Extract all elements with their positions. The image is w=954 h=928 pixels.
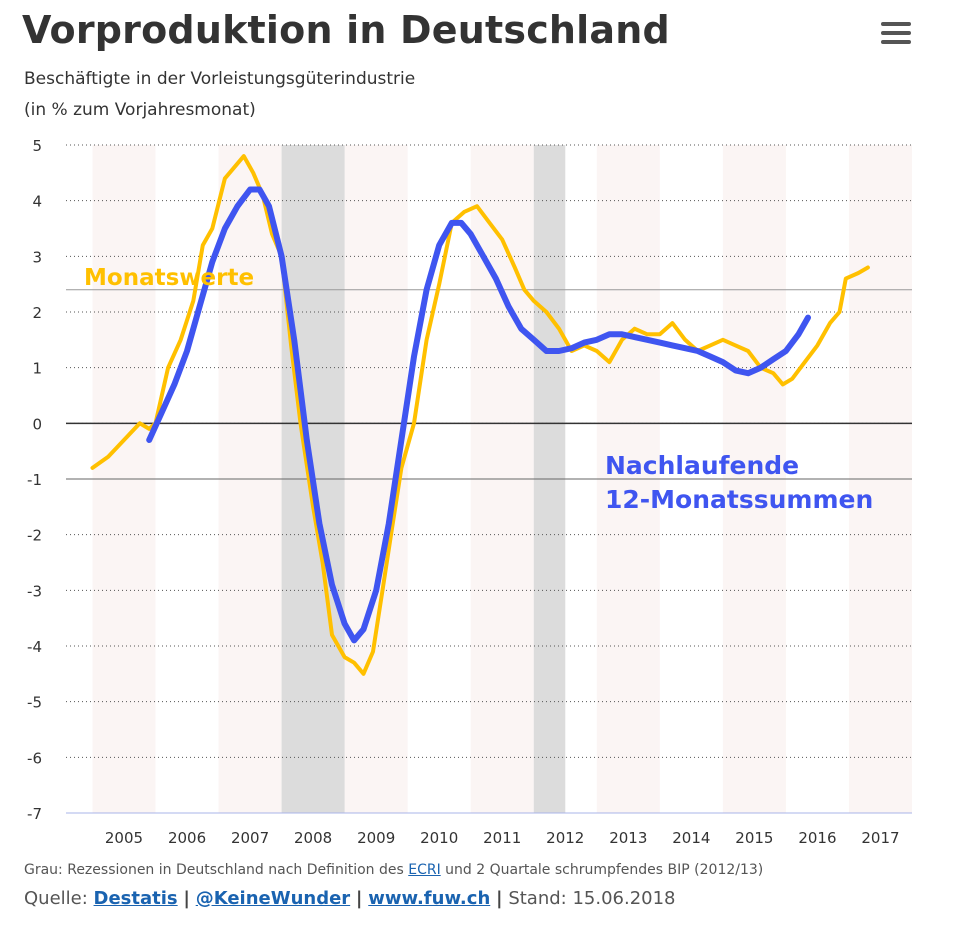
y-tick-label: 4 — [32, 193, 42, 211]
x-tick-label: 2011 — [483, 829, 521, 847]
gridlines — [66, 144, 912, 814]
trailing-series-label-line-1: Nachlaufende — [605, 451, 799, 480]
x-tick-label: 2016 — [798, 829, 836, 847]
source-label: Quelle: — [24, 888, 88, 909]
x-tick-label: 2009 — [357, 829, 395, 847]
x-tick-label: 2012 — [546, 829, 584, 847]
source-line: Quelle: Destatis | @KeineWunder | www.fu… — [24, 888, 676, 909]
y-tick-label: -6 — [27, 749, 42, 767]
series-lines — [90, 154, 870, 676]
separator: | — [355, 888, 363, 909]
y-tick-label: -7 — [27, 805, 42, 823]
separator: | — [496, 888, 503, 909]
destatis-link[interactable]: Destatis — [93, 888, 178, 909]
x-tick-label: 2015 — [735, 829, 773, 847]
note-suffix: und 2 Quartale schrumpfendes BIP (2012/1… — [445, 862, 764, 878]
fuw-link[interactable]: www.fuw.ch — [368, 888, 491, 909]
x-tick-label: 2006 — [168, 829, 206, 847]
y-tick-label: -4 — [27, 638, 42, 656]
trailing-series-line — [146, 186, 811, 644]
x-tick-label: 2005 — [105, 829, 143, 847]
note-prefix: Grau: Rezessionen in Deutschland nach De… — [24, 862, 404, 878]
y-tick-label: 5 — [32, 137, 42, 155]
hamburger-menu-icon[interactable] — [881, 22, 911, 44]
separator: | — [183, 888, 190, 909]
chart-subtitle: Beschäftigte in der Vorleistungsgüterind… — [24, 64, 415, 126]
y-tick-label: -1 — [27, 471, 42, 489]
chart-note: Grau: Rezessionen in Deutschland nach De… — [24, 862, 763, 878]
y-axis-ticks: 5 4 3 2 1 0 -1 -2 -3 -4 -5 -6 -7 — [27, 137, 42, 823]
stand-date: Stand: 15.06.2018 — [508, 888, 676, 909]
y-tick-label: -3 — [27, 582, 42, 600]
y-tick-label: 1 — [32, 360, 42, 378]
keinewunder-link[interactable]: @KeineWunder — [195, 888, 351, 909]
menu-bar — [881, 22, 911, 26]
monthly-series-label: Monatswerte — [84, 265, 254, 291]
page-title: Vorproduktion in Deutschland — [22, 8, 670, 52]
y-tick-label: -2 — [27, 527, 42, 545]
x-tick-label: 2010 — [420, 829, 458, 847]
x-tick-label: 2014 — [672, 829, 710, 847]
x-tick-label: 2007 — [231, 829, 269, 847]
y-tick-label: 0 — [32, 415, 42, 433]
subtitle-line-1: Beschäftigte in der Vorleistungsgüterind… — [24, 69, 416, 89]
y-tick-label: -5 — [27, 694, 42, 712]
x-axis-ticks: 2005 2006 2007 2008 2009 2010 2011 2012 2013 2014… — [105, 829, 900, 847]
monthly-series-line — [90, 154, 870, 676]
y-tick-label: 3 — [32, 248, 42, 266]
menu-bar — [881, 31, 911, 35]
trailing-series-label-line-2: 12-Monatssummen — [605, 485, 873, 514]
ecri-link[interactable]: ECRI — [408, 862, 441, 878]
x-tick-label: 2017 — [861, 829, 899, 847]
x-tick-label: 2008 — [294, 829, 332, 847]
subtitle-line-2: (in % zum Vorjahresmonat) — [24, 100, 256, 120]
y-tick-label: 2 — [32, 304, 42, 322]
menu-bar — [881, 40, 911, 44]
x-tick-label: 2013 — [609, 829, 647, 847]
